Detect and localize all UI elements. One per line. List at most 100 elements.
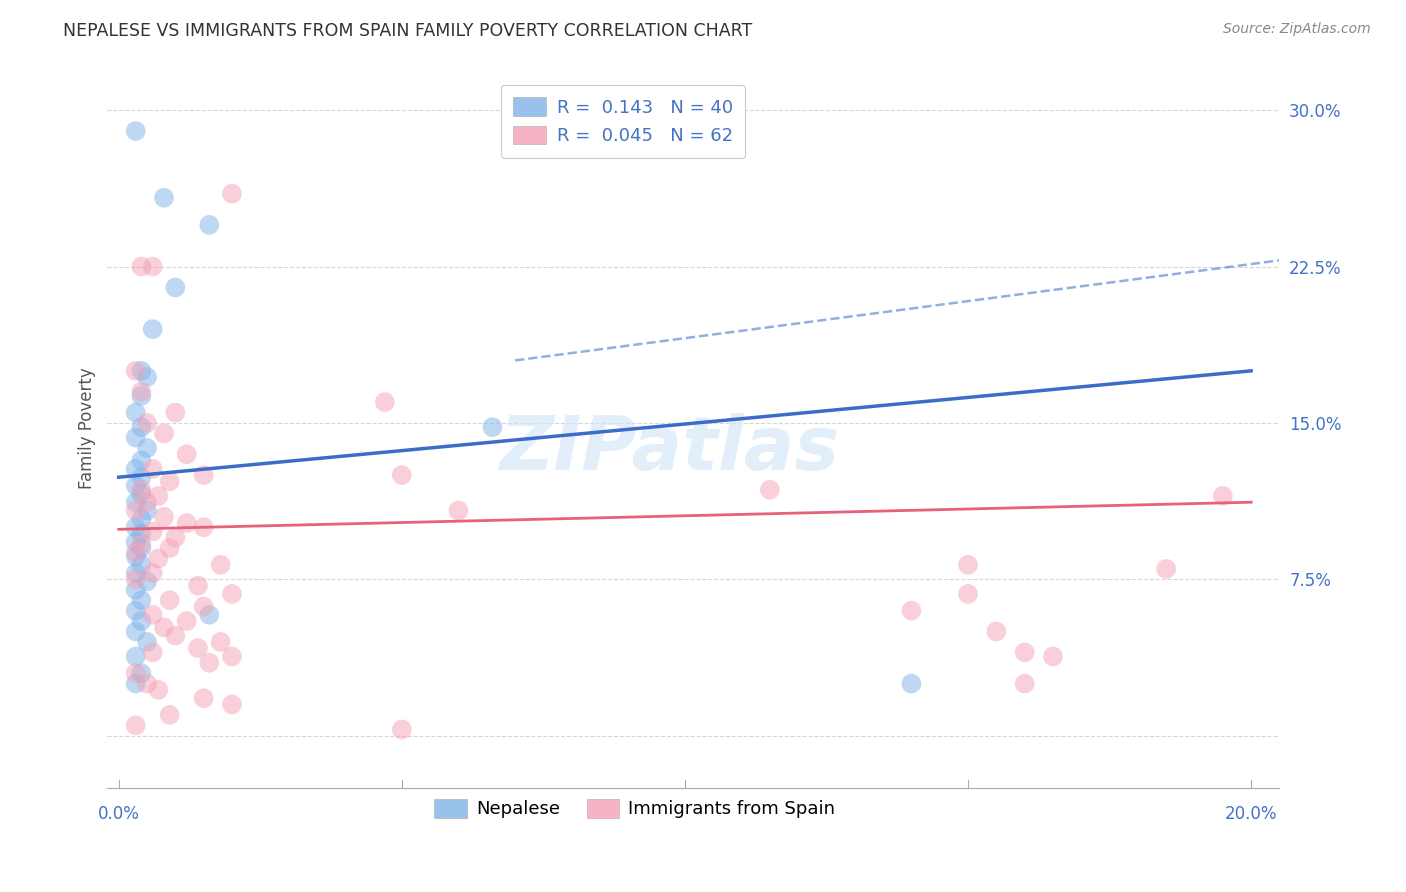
Point — [125, 520, 148, 534]
Point — [956, 558, 979, 572]
Point — [131, 453, 153, 467]
Point — [136, 416, 159, 430]
Point — [125, 566, 148, 580]
Point — [131, 541, 153, 555]
Point — [148, 551, 170, 566]
Point — [131, 364, 153, 378]
Point — [125, 649, 148, 664]
Point — [159, 593, 181, 607]
Point — [193, 691, 215, 706]
Point — [153, 191, 176, 205]
Point — [986, 624, 1008, 639]
Point — [131, 526, 153, 541]
Point — [142, 462, 165, 476]
Point — [136, 676, 159, 690]
Point — [131, 593, 153, 607]
Point — [125, 431, 148, 445]
Point — [193, 599, 215, 614]
Point — [142, 607, 165, 622]
Point — [148, 489, 170, 503]
Point — [125, 124, 148, 138]
Point — [125, 364, 148, 378]
Point — [374, 395, 396, 409]
Point — [447, 503, 470, 517]
Point — [136, 495, 159, 509]
Legend: Nepalese, Immigrants from Spain: Nepalese, Immigrants from Spain — [427, 792, 842, 826]
Point — [125, 666, 148, 681]
Point — [125, 573, 148, 587]
Y-axis label: Family Poverty: Family Poverty — [79, 368, 96, 489]
Point — [125, 406, 148, 420]
Point — [131, 260, 153, 274]
Text: Source: ZipAtlas.com: Source: ZipAtlas.com — [1223, 22, 1371, 37]
Point — [159, 475, 181, 489]
Point — [142, 645, 165, 659]
Point — [136, 503, 159, 517]
Point — [131, 389, 153, 403]
Point — [159, 707, 181, 722]
Point — [391, 723, 413, 737]
Point — [221, 186, 243, 201]
Point — [125, 624, 148, 639]
Point — [136, 370, 159, 384]
Point — [125, 582, 148, 597]
Point — [165, 280, 187, 294]
Point — [131, 470, 153, 484]
Point — [165, 406, 187, 420]
Point — [193, 520, 215, 534]
Point — [187, 641, 209, 656]
Text: 0.0%: 0.0% — [98, 805, 139, 822]
Point — [131, 487, 153, 501]
Point — [1014, 676, 1036, 690]
Point — [148, 682, 170, 697]
Point — [125, 604, 148, 618]
Point — [1154, 562, 1177, 576]
Point — [136, 441, 159, 455]
Point — [956, 587, 979, 601]
Point — [176, 614, 198, 628]
Point — [136, 574, 159, 589]
Point — [125, 545, 148, 559]
Text: ZIPatlas: ZIPatlas — [501, 413, 839, 486]
Point — [198, 218, 221, 232]
Point — [209, 558, 232, 572]
Point — [198, 607, 221, 622]
Point — [159, 541, 181, 555]
Point — [125, 718, 148, 732]
Point — [1042, 649, 1064, 664]
Point — [1212, 489, 1234, 503]
Point — [125, 503, 148, 517]
Point — [209, 635, 232, 649]
Point — [131, 420, 153, 434]
Point — [187, 579, 209, 593]
Point — [131, 483, 153, 497]
Point — [131, 537, 153, 551]
Point — [131, 614, 153, 628]
Point — [131, 512, 153, 526]
Point — [153, 620, 176, 634]
Point — [198, 656, 221, 670]
Point — [125, 478, 148, 492]
Point — [142, 322, 165, 336]
Point — [165, 629, 187, 643]
Point — [136, 635, 159, 649]
Point — [131, 384, 153, 399]
Point — [391, 468, 413, 483]
Point — [131, 558, 153, 572]
Point — [900, 676, 922, 690]
Point — [153, 509, 176, 524]
Point — [131, 666, 153, 681]
Point — [221, 649, 243, 664]
Point — [1014, 645, 1036, 659]
Point — [125, 462, 148, 476]
Text: NEPALESE VS IMMIGRANTS FROM SPAIN FAMILY POVERTY CORRELATION CHART: NEPALESE VS IMMIGRANTS FROM SPAIN FAMILY… — [63, 22, 752, 40]
Point — [221, 587, 243, 601]
Point — [176, 516, 198, 530]
Point — [221, 698, 243, 712]
Point — [481, 420, 503, 434]
Point — [193, 468, 215, 483]
Point — [142, 566, 165, 580]
Point — [125, 534, 148, 549]
Point — [125, 676, 148, 690]
Point — [142, 260, 165, 274]
